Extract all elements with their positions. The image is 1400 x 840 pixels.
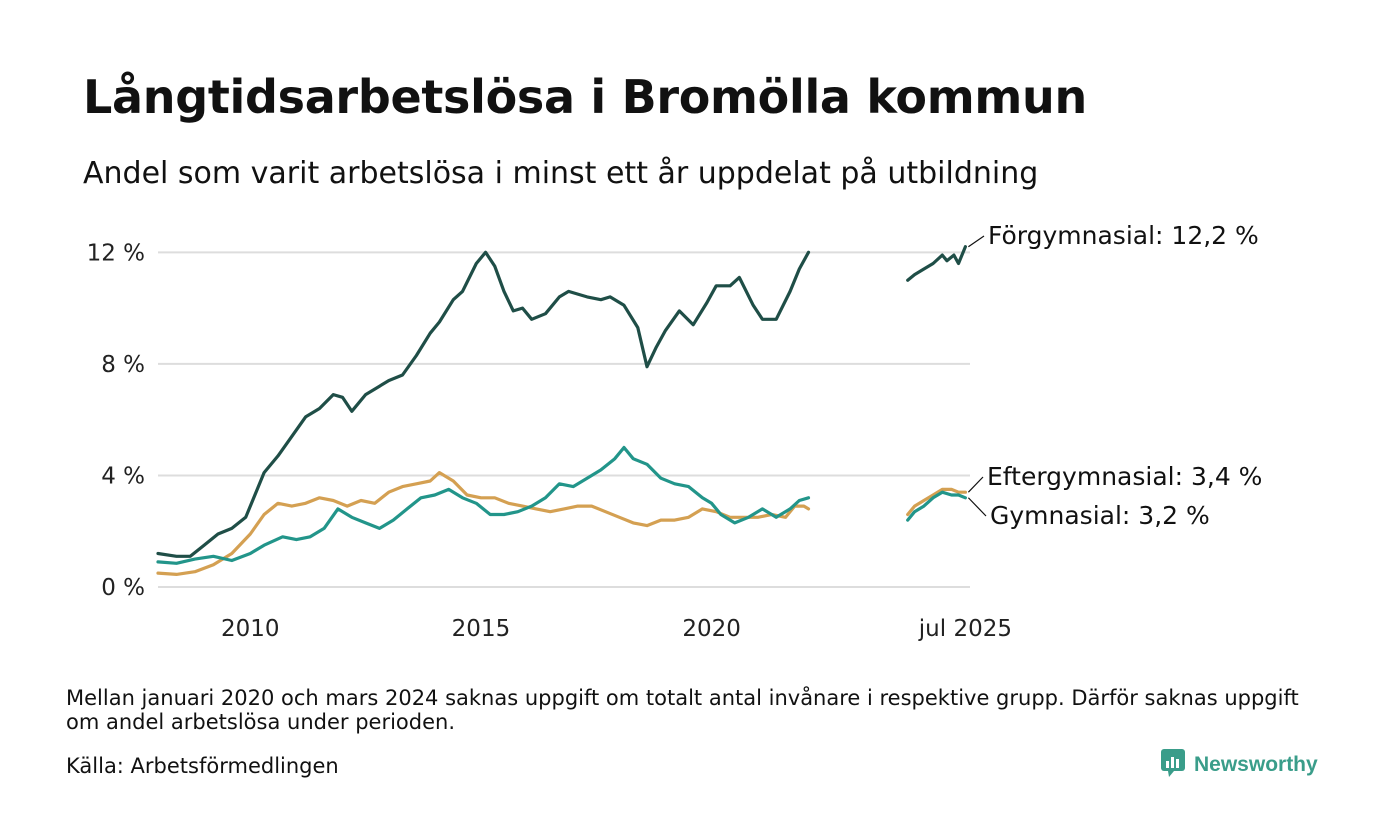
footnote: Mellan januari 2020 och mars 2024 saknas… <box>66 686 1299 734</box>
series-line <box>156 445 811 565</box>
series-end-label: Förgymnasial: 12,2 % <box>988 221 1259 250</box>
chart-title: Långtidsarbetslösa i Bromölla kommun <box>83 70 1087 124</box>
label-leader-line <box>967 497 987 517</box>
brand-logo[interactable]: Newsworthy <box>1160 748 1318 782</box>
series-end-label: Eftergymnasial: 3,4 % <box>987 462 1262 491</box>
series-line <box>156 250 811 558</box>
source-credit: Källa: Arbetsförmedlingen <box>66 754 339 778</box>
y-tick-label: 12 % <box>87 240 145 266</box>
y-tick-label: 4 % <box>101 463 145 489</box>
series-end-label: Gymnasial: 3,2 % <box>990 501 1210 530</box>
x-tick-label: 2010 <box>221 616 280 642</box>
label-leader-line <box>967 476 984 493</box>
series-line <box>906 490 967 522</box>
y-tick-label: 8 % <box>101 352 145 378</box>
newsworthy-logo-icon <box>1160 748 1186 782</box>
series-line <box>156 471 811 576</box>
series-line <box>906 245 967 282</box>
series-line <box>906 487 967 517</box>
x-tick-label: jul 2025 <box>918 616 1012 642</box>
line-chart: 0 % 4 % 8 % 12 % 2010 2015 2020 jul 2025 Förgymn… <box>87 221 1263 642</box>
chart-subtitle: Andel som varit arbetslösa i minst ett å… <box>83 156 1039 191</box>
y-tick-label: 0 % <box>101 575 145 601</box>
brand-name: Newsworthy <box>1194 753 1318 776</box>
label-leader-line <box>968 235 985 248</box>
x-tick-label: 2015 <box>452 616 511 642</box>
x-tick-label: 2020 <box>682 616 741 642</box>
